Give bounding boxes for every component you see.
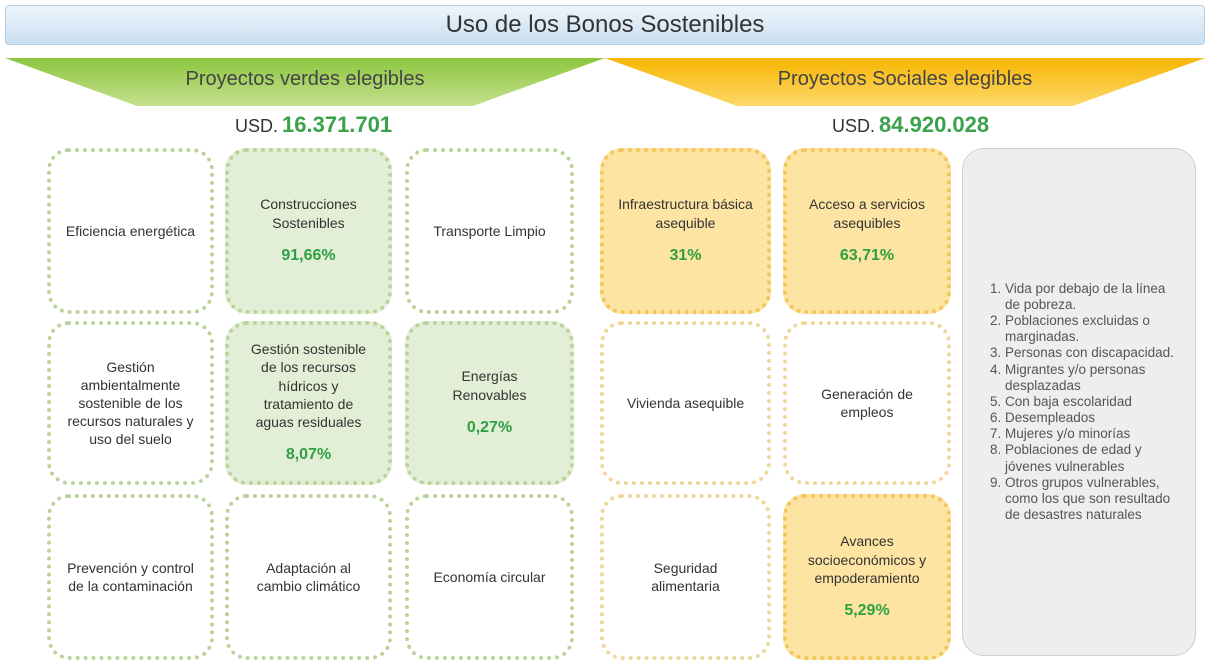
category-label: Adaptación al cambio climático [256,559,361,594]
title: Uso de los Bonos Sostenibles [5,5,1205,45]
category-label: Construcciones Sostenibles [260,196,357,231]
category-percent: 63,71% [839,246,895,264]
population-item: Vida por debajo de la línea de pobreza. [1005,281,1181,313]
population-item: Otros grupos vulnerables, como los que s… [1005,475,1181,524]
category-box: Acceso a servicios asequibles 63,71% [783,148,951,314]
category-label: Gestión sostenible de los recursos hídri… [250,341,367,430]
population-item: Poblaciones excluidas o marginadas. [1005,313,1181,345]
category-label: Energías Renovables [452,368,527,403]
population-item: Poblaciones de edad y jóvenes vulnerable… [1005,442,1181,474]
social-amount: USD. 84.920.028 [832,112,989,138]
green-header: Proyectos verdes elegibles [5,58,605,106]
amount: 84.920.028 [879,112,990,137]
category-label: Prevención y control de la contaminación [67,559,194,594]
populations-box: Vida por debajo de la línea de pobreza.P… [962,148,1196,656]
category-percent: 5,29% [844,601,890,619]
currency: USD. [832,116,876,136]
category-box: Seguridad alimentaria [600,494,771,660]
category-box: Gestión sostenible de los recursos hídri… [225,321,392,485]
category-box: Transporte Limpio [405,148,574,314]
category-label: Transporte Limpio [433,222,546,239]
populations-list: Vida por debajo de la línea de pobreza.P… [963,281,1195,524]
category-percent: 0,27% [466,418,513,436]
population-item: Migrantes y/o personas desplazadas [1005,362,1181,394]
category-label: Generación de empleos [821,385,913,420]
category-box: Vivienda asequible [600,321,771,485]
category-box: Energías Renovables 0,27% [405,321,574,485]
category-box: Adaptación al cambio climático [225,494,392,660]
category-percent: 91,66% [281,246,336,264]
population-item: Mujeres y/o minorías [1005,426,1181,442]
green-amount: USD. 16.371.701 [235,112,392,138]
category-label: Economía circular [433,568,546,585]
category-box: Construcciones Sostenibles 91,66% [225,148,392,314]
category-percent: 8,07% [285,446,332,464]
category-box: Prevención y control de la contaminación [47,494,214,660]
category-label: Acceso a servicios asequibles [809,196,925,231]
category-box: Eficiencia energética [47,148,214,314]
category-label: Vivienda asequible [626,394,745,411]
category-box: Gestión ambientalmente sostenible de los… [47,321,214,485]
category-label: Gestión ambientalmente sostenible de los… [67,358,194,448]
category-label: Infraestructura básica asequible [618,196,753,231]
category-label: Avances socioeconómicos y empoderamiento [807,533,927,586]
category-label: Eficiencia energética [65,222,196,239]
amount: 16.371.701 [282,112,393,137]
currency: USD. [235,116,279,136]
social-header: Proyectos Sociales elegibles [605,58,1205,106]
category-box: Economía circular [405,494,574,660]
population-item: Personas con discapacidad. [1005,345,1181,361]
category-box: Generación de empleos [783,321,951,485]
category-box: Infraestructura básica asequible 31% [600,148,771,314]
category-box: Avances socioeconómicos y empoderamiento… [783,494,951,660]
population-item: Desempleados [1005,410,1181,426]
population-item: Con baja escolaridad [1005,394,1181,410]
category-percent: 31% [669,246,702,264]
category-label: Seguridad alimentaria [651,559,720,594]
